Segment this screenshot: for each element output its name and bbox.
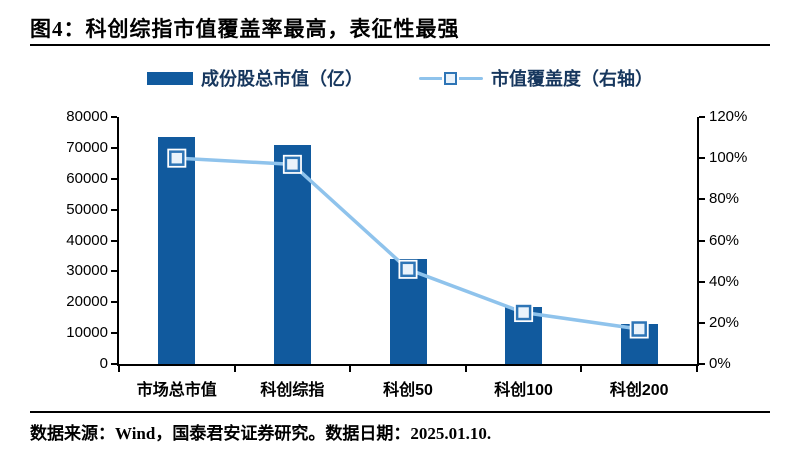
bar-市场总市值 (158, 137, 196, 364)
right-axis-tick (699, 157, 705, 160)
left-axis-tick (111, 146, 117, 149)
left-axis-tick (111, 270, 117, 273)
left-axis-tick (111, 363, 117, 365)
left-axis-tick-label: 70000 (66, 138, 108, 156)
right-axis-tick-label: 20% (709, 313, 740, 331)
bar-科创50 (389, 259, 427, 364)
bottom-axis-tick (118, 366, 120, 372)
right-axis-tick-label: 40% (709, 272, 740, 290)
left-axis-tick-label: 10000 (66, 324, 108, 342)
right-axis-tick-label: 60% (709, 231, 740, 249)
bar-科创200 (620, 324, 658, 364)
right-axis-tick-label: 0% (709, 355, 731, 372)
bottom-axis-tick (696, 366, 698, 372)
left-axis-tick (111, 208, 117, 211)
category-label-科创100: 科创100 (494, 382, 553, 399)
bottom-axis-tick (233, 366, 236, 372)
left-axis-tick-label: 80000 (66, 108, 108, 125)
right-axis-tick (699, 280, 705, 283)
right-axis-tick (699, 239, 705, 242)
bottom-axis-tick (464, 366, 467, 372)
left-axis-tick-label: 60000 (66, 169, 108, 187)
bottom-axis-line (117, 364, 699, 366)
left-axis-tick-label: 30000 (66, 262, 108, 280)
legend-label-bar-series: 成份股总市值（亿） (201, 69, 363, 89)
right-axis-tick (699, 363, 705, 365)
left-axis-tick-label: 20000 (66, 293, 108, 311)
source-note: 数据来源：Wind，国泰君安证券研究。数据日期：2025.01.10. (30, 424, 492, 443)
legend-item-line-series: 市值覆盖度（右轴） (419, 65, 653, 91)
left-axis-tick-label: 50000 (66, 200, 108, 218)
legend-label-line-series: 市值覆盖度（右轴） (491, 69, 653, 89)
category-label-科创200: 科创200 (609, 382, 669, 399)
left-axis-tick-label: 0 (99, 355, 108, 372)
category-label-科创50: 科创50 (383, 382, 433, 399)
left-axis-tick (111, 332, 117, 335)
left-axis-tick (111, 239, 117, 242)
right-axis-tick (699, 198, 705, 201)
left-axis-tick (111, 116, 117, 118)
left-axis-tick (111, 177, 117, 180)
right-axis-tick-label: 100% (709, 149, 748, 167)
figure-title: 图4：科创综指市值覆盖率最高，表征性最强 (30, 17, 460, 41)
left-axis-tick (111, 301, 117, 304)
line-swatch-icon (419, 71, 483, 85)
right-axis-tick-label: 80% (709, 190, 740, 208)
category-label-科创综指: 科创综指 (260, 382, 325, 399)
legend-item-bar-series: 成份股总市值（亿） (147, 65, 363, 91)
right-axis-tick (699, 321, 705, 324)
right-axis-tick (699, 116, 705, 118)
bar-科创综指 (273, 144, 311, 364)
chart-legend: 成份股总市值（亿） 市值覆盖度（右轴） (0, 64, 800, 92)
right-axis-line (697, 117, 699, 366)
line-swatch-marker (444, 71, 457, 85)
bottom-axis-tick (580, 366, 583, 372)
title-divider (30, 44, 770, 46)
left-axis-tick-label: 40000 (66, 231, 108, 249)
right-axis-tick-label: 120% (709, 108, 748, 125)
left-axis-line (117, 117, 119, 366)
bar-科创100 (505, 307, 543, 364)
bottom-axis-tick (349, 366, 352, 372)
category-label-市场总市值: 市场总市值 (136, 382, 217, 399)
bar-swatch-icon (147, 71, 193, 85)
footer-divider (30, 411, 770, 413)
